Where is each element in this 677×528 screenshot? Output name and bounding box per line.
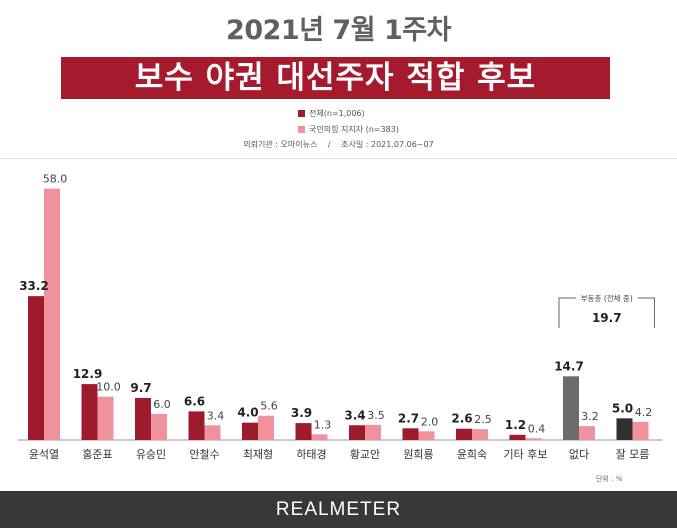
category-label-1: 홍준표: [82, 447, 112, 461]
legend-swatch-supporters: [298, 125, 305, 133]
category-label-5: 하태경: [296, 447, 326, 461]
value-label-total-3: 6.6: [184, 394, 205, 408]
value-label-total-2: 9.7: [130, 381, 151, 395]
bar-supporters-5: [311, 434, 328, 440]
value-label-supporters-8: 2.5: [474, 413, 492, 426]
bar-total-0: [28, 296, 44, 440]
category-label-3: 안철수: [189, 448, 219, 461]
bar-supporters-2: [151, 414, 167, 440]
meta-separator: /: [327, 140, 331, 149]
category-label-9: 기타 후보: [504, 448, 548, 461]
legend-swatch-total: [298, 109, 305, 117]
value-label-total-8: 2.6: [451, 412, 472, 426]
category-label-6: 황교안: [350, 448, 380, 461]
value-label-total-6: 3.4: [344, 408, 365, 422]
bar-total-11: [616, 418, 633, 440]
value-label-supporters-1: 10.0: [96, 381, 121, 394]
value-label-total-1: 12.9: [73, 367, 103, 381]
value-label-total-9: 1.2: [505, 418, 526, 432]
value-label-supporters-7: 2.0: [421, 415, 439, 428]
bar-supporters-6: [365, 424, 381, 440]
survey-agency: 의뢰기관 : 오마이뉴스: [243, 140, 318, 149]
legend-item-supporters: 국민의힘 지지자 (n=383): [298, 121, 399, 137]
value-label-supporters-0: 58.0: [43, 173, 68, 186]
bar-total-3: [188, 411, 205, 440]
bar-total-5: [295, 423, 312, 440]
bar-total-1: [81, 384, 98, 440]
chart-subtitle: 2021년 7월 1주차: [226, 15, 451, 46]
value-label-supporters-6: 3.5: [367, 409, 385, 422]
title-banner: 보수 야권 대선주자 적합 후보: [61, 57, 610, 99]
bar-total-8: [456, 428, 472, 440]
value-label-supporters-2: 6.0: [153, 398, 171, 411]
bar-supporters-8: [472, 429, 488, 440]
value-label-total-7: 2.7: [398, 411, 419, 425]
header-divider: [0, 158, 677, 159]
value-label-supporters-3: 3.4: [207, 409, 225, 422]
category-label-10: 없다: [569, 448, 589, 461]
bar-supporters-0: [44, 188, 60, 440]
legend: 전체(n=1,006) 국민의힘 지지자 (n=383): [298, 105, 399, 137]
survey-meta: 의뢰기관 : 오마이뉴스 / 조사일 : 2021.07.06~07: [0, 139, 677, 150]
category-label-0: 윤석열: [29, 448, 59, 461]
value-label-supporters-10: 3.2: [581, 410, 599, 423]
annotation-value: 19.7: [592, 311, 622, 325]
legend-label-total: 전체(n=1,006): [309, 108, 365, 118]
bar-total-2: [135, 397, 151, 440]
chart-title: 보수 야권 대선주자 적합 후보: [134, 60, 537, 96]
value-label-supporters-4: 5.6: [260, 400, 278, 413]
value-label-supporters-5: 1.3: [314, 418, 332, 431]
annotation-label-bg: [575, 292, 638, 304]
category-label-11: 잘 모름: [616, 448, 650, 461]
value-label-total-10: 14.7: [554, 359, 584, 373]
footer-bar: REALMETER: [0, 491, 677, 528]
value-label-total-5: 3.9: [291, 406, 312, 420]
legend-item-total: 전체(n=1,006): [298, 105, 399, 121]
bar-supporters-4: [258, 415, 274, 440]
value-label-total-11: 5.0: [612, 401, 633, 415]
bar-total-7: [402, 428, 419, 440]
category-label-8: 윤희숙: [457, 448, 487, 461]
bar-total-6: [349, 425, 365, 440]
category-label-4: 최재형: [243, 448, 273, 461]
unit-label: 단위 : %: [596, 475, 623, 483]
bar-total-4: [242, 422, 258, 440]
bar-supporters-9: [525, 438, 542, 440]
value-label-supporters-9: 0.4: [528, 422, 546, 435]
value-label-supporters-11: 4.2: [635, 406, 653, 419]
bar-supporters-10: [579, 426, 595, 440]
annotation-label: 부동층 (전체 중): [581, 293, 633, 303]
category-label-7: 원희룡: [403, 448, 433, 461]
survey-period: 조사일 : 2021.07.06~07: [341, 140, 434, 149]
bar-supporters-7: [418, 431, 435, 440]
category-label-2: 유승민: [136, 448, 166, 461]
realmeter-logo: REALMETER: [275, 499, 402, 520]
bar-total-9: [509, 434, 526, 440]
bar-total-10: [563, 376, 579, 440]
bar-supporters-1: [97, 396, 114, 440]
legend-label-supporters: 국민의힘 지지자 (n=383): [309, 124, 399, 134]
bar-supporters-3: [204, 425, 221, 440]
bar-supporters-11: [632, 421, 649, 440]
value-label-total-4: 4.0: [237, 406, 258, 420]
value-label-total-0: 33.2: [19, 279, 49, 293]
